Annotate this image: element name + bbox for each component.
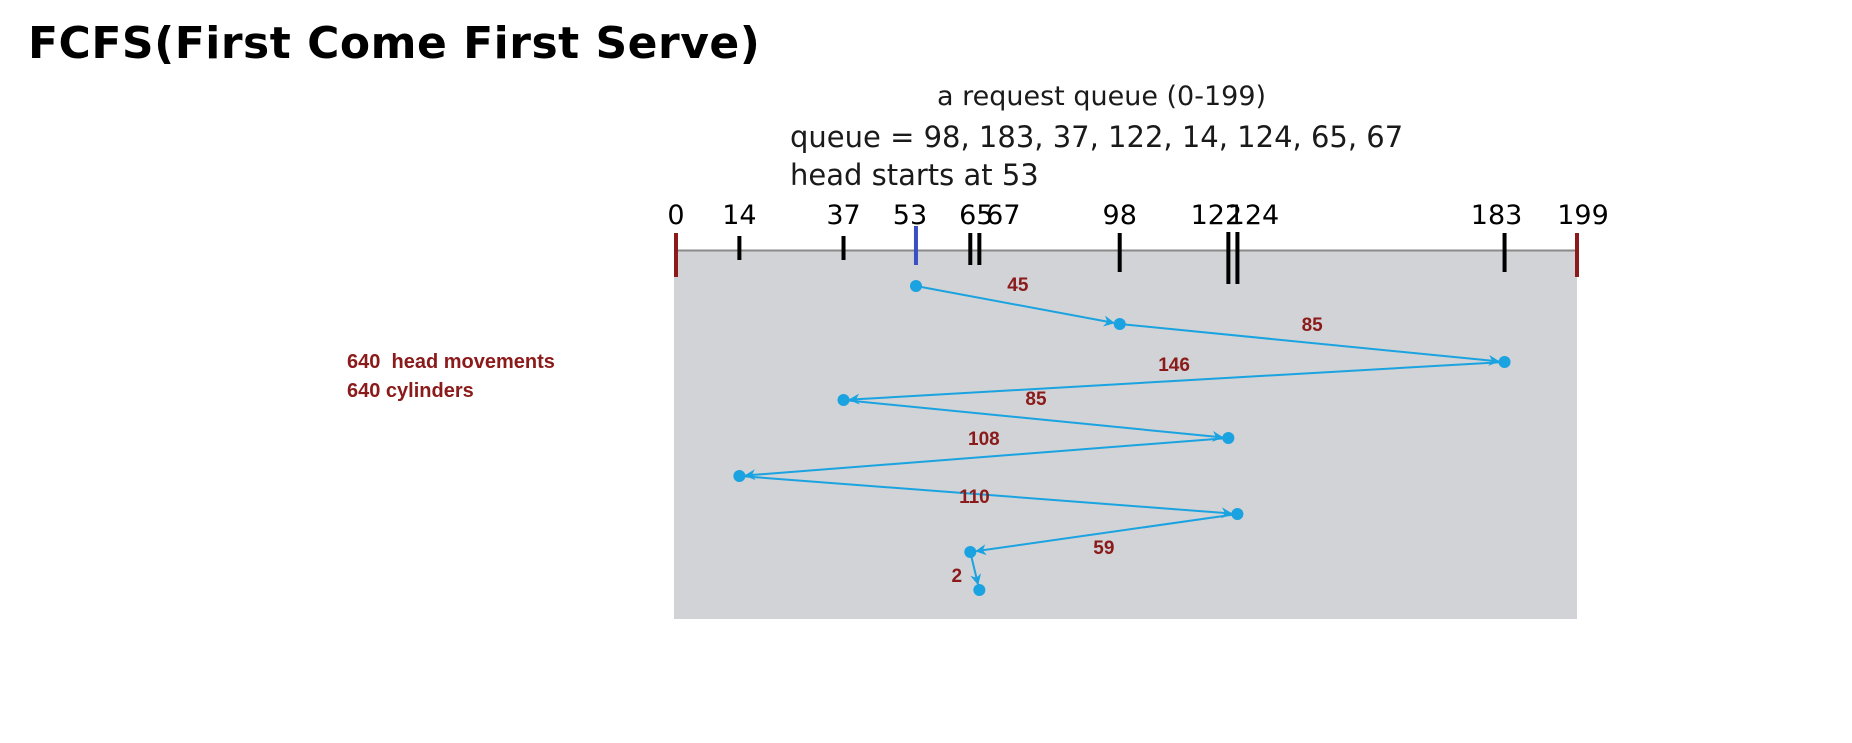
path-point-122 (1222, 432, 1235, 444)
axis-tick-label-0: 0 (667, 200, 684, 231)
path-segment-3 (848, 361, 1505, 405)
path-segment-2 (1119, 323, 1500, 366)
path-point-53 (909, 280, 922, 292)
axis-tick-label-67: 67 (986, 200, 1020, 231)
request-queue-caption: a request queue (0-199) (937, 81, 1266, 112)
path-points (733, 280, 1511, 596)
path-point-67 (973, 584, 986, 596)
path-segment-5 (744, 437, 1229, 481)
diagram-panel (674, 251, 1577, 619)
path-point-65 (964, 546, 977, 558)
axis-tick-label-53: 53 (893, 200, 927, 231)
head-start-text: head starts at 53 (790, 158, 1039, 192)
path-point-98 (1113, 318, 1126, 330)
axis-tick-label-199: 199 (1557, 200, 1609, 231)
path-segment-7 (975, 513, 1238, 556)
movement-label-8: 2 (952, 566, 963, 587)
path-point-183 (1498, 356, 1511, 368)
movement-label-2: 85 (1302, 315, 1324, 336)
movement-label-1: 45 (1007, 275, 1029, 296)
axis-tick-label-122: 122 (1191, 200, 1243, 231)
axis-tick-label-183: 183 (1471, 200, 1523, 231)
axis-ticks (674, 226, 1579, 284)
axis-tick-label-37: 37 (826, 200, 860, 231)
movement-summary: 640 head movements 640 cylinders (347, 348, 555, 406)
movement-label-7: 59 (1093, 538, 1114, 559)
movement-labels: 45 85 146 85 108 110 59 2 (952, 275, 1324, 587)
movement-label-6: 110 (959, 487, 990, 508)
movement-label-5: 108 (968, 429, 1000, 450)
path-point-124 (1231, 508, 1244, 520)
queue-text: queue = 98, 183, 37, 122, 14, 124, 65, 6… (790, 120, 1403, 154)
path-segment-4 (843, 399, 1224, 442)
path-segment-6 (739, 475, 1233, 519)
axis-tick-label-14: 14 (722, 200, 756, 231)
head-path (739, 285, 1505, 586)
page-title: FCFS(First Come First Serve) (28, 18, 761, 69)
axis-tick-label-65: 65 (959, 200, 993, 231)
axis-tick-label-98: 98 (1103, 200, 1137, 231)
path-point-14 (733, 470, 746, 482)
cylinders-text: 640 cylinders (347, 380, 474, 402)
axis-tick-label-124: 124 (1228, 200, 1280, 231)
path-point-37 (837, 394, 850, 406)
movement-label-4: 85 (1025, 389, 1047, 410)
head-movements-text: 640 head movements (347, 351, 555, 373)
path-segment-1 (915, 285, 1115, 327)
movement-label-3: 146 (1158, 355, 1190, 376)
